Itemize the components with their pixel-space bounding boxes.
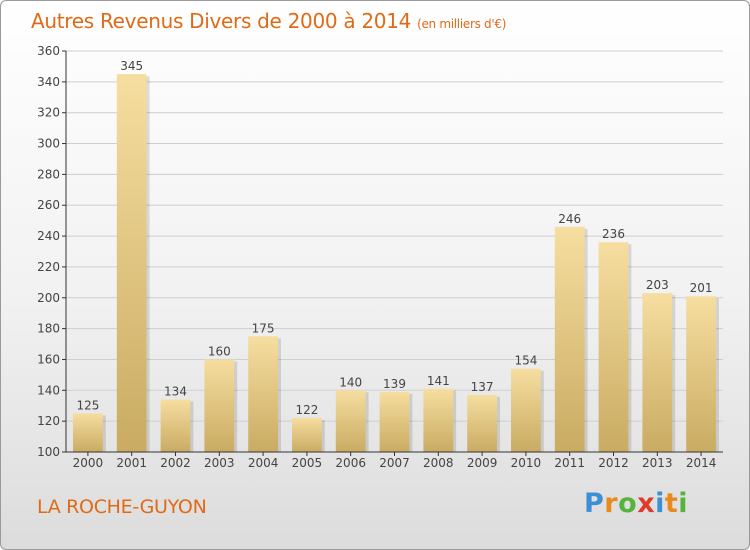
y-tick-label: 320	[37, 106, 60, 120]
data-label: 345	[120, 59, 143, 73]
x-tick-label: 2007	[379, 456, 410, 470]
bar	[335, 390, 366, 452]
bar	[554, 226, 585, 452]
chart-subtitle: (en milliers d'€)	[417, 17, 507, 31]
x-tick-label: 2010	[511, 456, 542, 470]
data-label: 137	[471, 380, 494, 394]
bar	[116, 74, 147, 452]
y-tick-label: 200	[37, 291, 60, 305]
data-label: 160	[208, 344, 231, 358]
y-tick-label: 300	[37, 137, 60, 151]
bar	[204, 359, 235, 452]
x-tick-label: 2002	[160, 456, 191, 470]
data-label: 140	[339, 375, 362, 389]
data-label: 134	[164, 385, 187, 399]
logo-letter: o	[618, 488, 638, 519]
bar	[686, 296, 716, 452]
bar	[423, 388, 454, 452]
y-tick-label: 220	[37, 260, 60, 274]
bar	[248, 336, 278, 452]
x-tick-label: 2001	[116, 456, 147, 470]
y-tick-label: 360	[37, 44, 60, 58]
bar	[73, 413, 103, 452]
y-tick-label: 260	[37, 198, 60, 212]
data-label: 246	[558, 212, 581, 226]
x-tick-label: 2009	[467, 456, 498, 470]
x-tick-label: 2014	[686, 456, 717, 470]
x-tick-label: 2006	[335, 456, 366, 470]
bar	[598, 242, 629, 452]
data-labels: 125 345 134 160 175 122 140 139 141 137 154 246 236 2…	[76, 59, 712, 417]
data-label: 154	[514, 354, 537, 368]
y-tick-label: 140	[37, 383, 60, 397]
bar	[379, 391, 410, 452]
x-tick-label: 2013	[642, 456, 673, 470]
y-tick-label: 180	[37, 322, 60, 336]
data-label: 175	[252, 321, 275, 335]
bar	[642, 293, 673, 452]
logo-letter: i	[678, 488, 689, 519]
logo-letter: t	[664, 488, 679, 519]
bars	[73, 74, 719, 452]
commune-name: LA ROCHE-GUYON	[37, 496, 207, 518]
y-tick-label: 100	[37, 445, 60, 459]
y-tick-label: 280	[37, 167, 60, 181]
x-tick-label: 2011	[554, 456, 585, 470]
data-label: 125	[76, 398, 99, 412]
bar	[467, 394, 497, 452]
data-label: 201	[690, 281, 713, 295]
bar	[292, 418, 322, 452]
x-tick-label: 2000	[73, 456, 104, 470]
proxiti-logo: Proxiti	[584, 488, 688, 519]
x-tick-label: 2008	[423, 456, 454, 470]
logo-letter: i	[655, 488, 665, 519]
x-tick-label: 2005	[292, 456, 323, 470]
x-tick-label: 2012	[598, 456, 629, 470]
bar	[160, 399, 191, 452]
y-tick-label: 160	[37, 352, 60, 366]
chart-title: Autres Revenus Divers de 2000 à 2014	[31, 9, 412, 33]
data-label: 203	[646, 278, 669, 292]
data-label: 141	[427, 374, 450, 388]
data-label: 236	[602, 227, 625, 241]
chart-title-block: Autres Revenus Divers de 2000 à 2014 (en …	[31, 9, 506, 33]
logo-letter: x	[637, 488, 656, 519]
y-tick-label: 120	[37, 414, 60, 428]
y-tick-label: 340	[37, 75, 60, 89]
bar	[511, 368, 541, 452]
x-tick-label: 2003	[204, 456, 235, 470]
data-label: 122	[295, 403, 318, 417]
x-tick-label: 2004	[248, 456, 279, 470]
logo-letter: P	[584, 488, 605, 519]
data-label: 139	[383, 377, 406, 391]
axes: 100 120 140 160 180 200 220 240 260 280 300 320 340 3…	[37, 44, 723, 470]
y-tick-label: 240	[37, 229, 60, 243]
logo-letter: r	[604, 488, 619, 519]
